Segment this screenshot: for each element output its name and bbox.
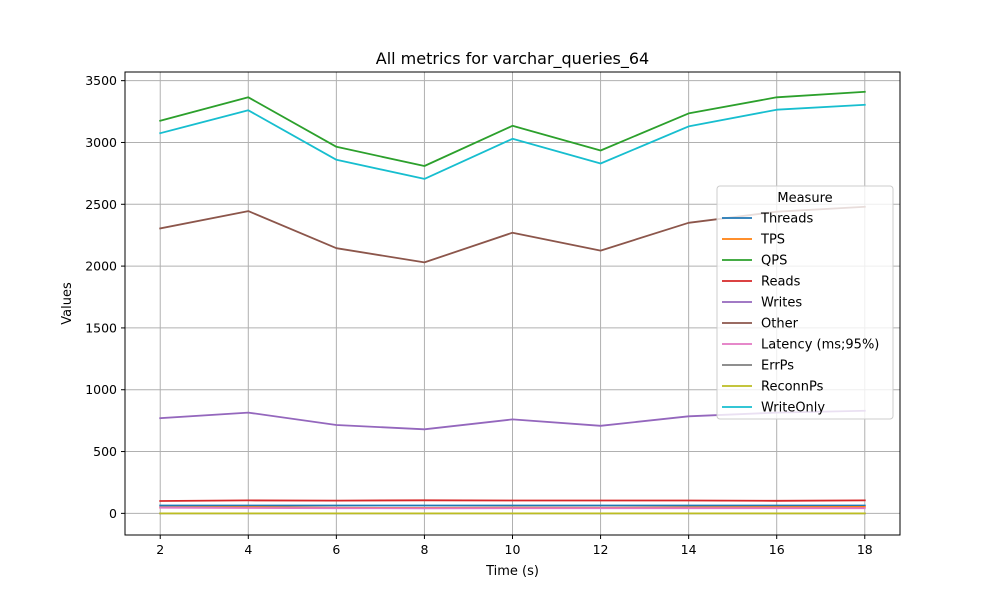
legend: Measure Threads TPS QPS Reads Writes Other Lat…	[716, 185, 894, 420]
legend-label: Other	[761, 317, 799, 332]
series-line-writeonly	[159, 103, 866, 180]
chart-title: All metrics for varchar_queries_64	[376, 49, 649, 69]
axis-ticks: 2 4 6 8 10 12 14 16 18 0 500 1000 1500 2000 2500 3000 35…	[85, 73, 873, 557]
legend-label: ReconnPs	[761, 380, 824, 395]
series-line-reads	[159, 499, 866, 502]
y-tick-label: 3000	[85, 135, 117, 150]
legend-label: QPS	[761, 254, 787, 269]
y-tick-label: 0	[109, 506, 117, 521]
x-tick-label: 2	[156, 542, 164, 557]
y-axis-label: Values	[60, 282, 75, 325]
legend-label: Reads	[761, 275, 801, 290]
series-lines	[159, 90, 866, 515]
legend-label: Latency (ms;95%)	[761, 338, 879, 353]
legend-label: WriteOnly	[761, 401, 825, 416]
legend-box	[716, 185, 894, 420]
series-line-qps	[159, 90, 866, 167]
legend-label: Writes	[761, 296, 802, 311]
x-tick-label: 14	[681, 542, 697, 557]
legend-items: Threads TPS QPS Reads Writes Other Latency (ms…	[722, 212, 879, 416]
y-tick-label: 500	[93, 444, 117, 459]
series-line-latency-ms-95	[159, 506, 866, 510]
y-tick-label: 2000	[85, 259, 117, 274]
x-tick-label: 4	[244, 542, 252, 557]
x-tick-label: 8	[420, 542, 428, 557]
x-tick-label: 12	[593, 542, 609, 557]
y-tick-label: 1000	[85, 382, 117, 397]
legend-label: Threads	[760, 212, 813, 227]
y-tick-label: 2500	[85, 197, 117, 212]
x-tick-label: 18	[857, 542, 873, 557]
x-axis-label: Time (s)	[485, 564, 539, 579]
x-tick-label: 10	[505, 542, 521, 557]
legend-title: Measure	[777, 191, 832, 206]
legend-label: ErrPs	[761, 359, 794, 374]
y-tick-label: 1500	[85, 320, 117, 335]
y-tick-label: 3500	[85, 73, 117, 88]
x-tick-label: 6	[332, 542, 340, 557]
x-tick-label: 16	[769, 542, 785, 557]
legend-label: TPS	[760, 233, 785, 248]
